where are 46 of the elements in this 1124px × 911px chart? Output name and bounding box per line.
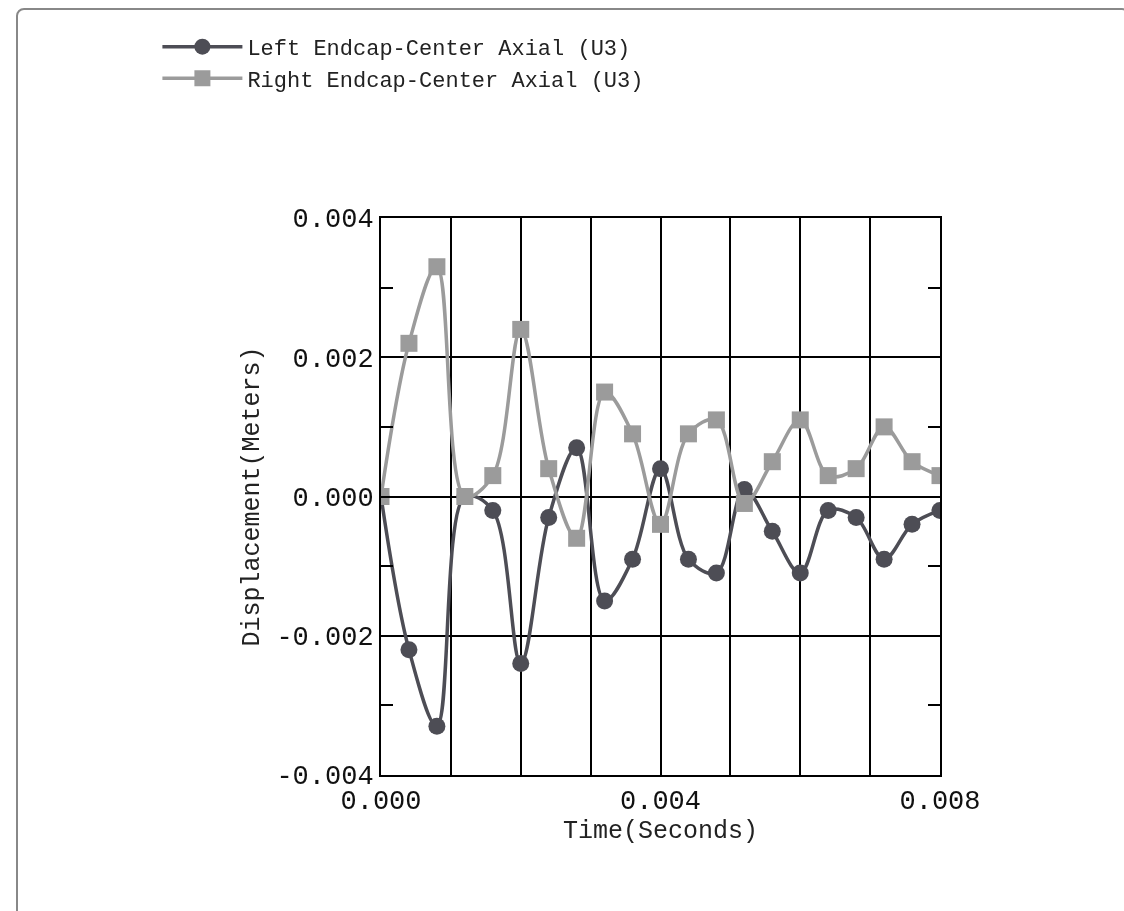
- point: [903, 515, 921, 533]
- y-tick-label: 0.004: [292, 205, 374, 236]
- x-tick-label: 0.000: [340, 787, 422, 818]
- y-axis-title: Displacement(Meters): [237, 346, 267, 647]
- point: [819, 467, 837, 485]
- point: [652, 515, 669, 533]
- x-tick-label: 0.004: [619, 787, 702, 818]
- y-tick-label: 0.000: [292, 483, 374, 514]
- y-tick-label: -0.002: [276, 623, 374, 654]
- point: [624, 425, 642, 443]
- point: [428, 717, 446, 735]
- point: [624, 550, 642, 568]
- legend-label: Left Endcap-Center Axial (U3): [247, 37, 631, 63]
- point: [512, 655, 530, 673]
- point: [679, 550, 697, 568]
- point: [763, 453, 781, 471]
- legend-label: Right Endcap-Center Axial (U3): [247, 68, 644, 94]
- point: [847, 460, 865, 478]
- point: [484, 501, 502, 519]
- point: [707, 564, 725, 582]
- point: [903, 453, 921, 471]
- point: [596, 383, 614, 401]
- point: [568, 439, 586, 457]
- point: [428, 258, 446, 276]
- point: [400, 334, 418, 352]
- point: [791, 564, 809, 582]
- point: [652, 460, 669, 478]
- point: [679, 425, 697, 443]
- point: [791, 411, 809, 429]
- point: [400, 641, 418, 659]
- point: [875, 418, 893, 436]
- point: [707, 411, 725, 429]
- point: [512, 320, 530, 338]
- point: [484, 467, 502, 485]
- point: [875, 550, 893, 568]
- point: [540, 508, 558, 526]
- point: [540, 460, 558, 478]
- x-axis-title: Time(Seconds): [562, 817, 759, 847]
- point: [735, 494, 753, 512]
- point: [819, 501, 837, 519]
- y-tick-label: 0.002: [292, 344, 374, 375]
- point: [763, 522, 781, 540]
- point: [568, 529, 586, 547]
- x-tick-label: 0.008: [899, 787, 981, 818]
- point: [596, 592, 614, 610]
- point: [847, 508, 865, 526]
